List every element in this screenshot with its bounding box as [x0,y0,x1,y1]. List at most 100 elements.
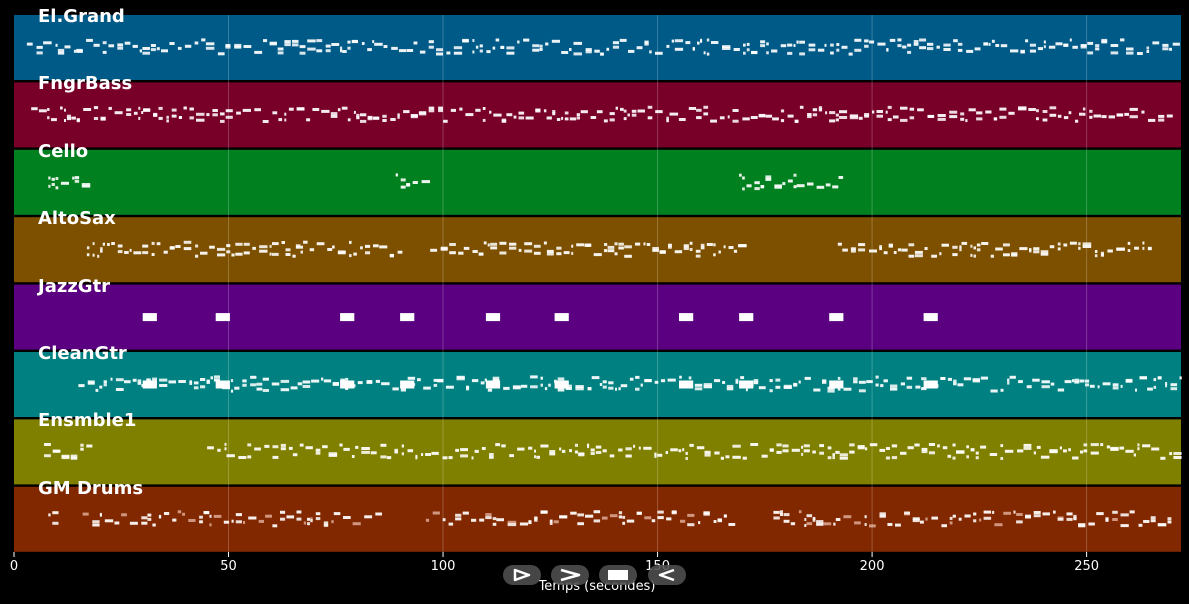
note [1139,376,1147,380]
note [546,116,552,120]
note [640,383,643,387]
note-block [400,313,415,322]
note [1069,241,1077,245]
note [256,382,263,386]
note [431,451,439,455]
note [726,384,734,388]
note [524,242,533,246]
note [671,511,677,515]
note-block [739,313,754,322]
note [333,512,341,516]
note [970,448,975,452]
note [713,520,717,523]
note [591,376,600,380]
note [220,119,225,123]
note [493,113,502,117]
note [44,443,51,446]
note [288,446,293,450]
note [976,117,983,121]
note [124,41,131,45]
note [848,52,853,56]
note [804,524,807,527]
track-label: CleanGtr [38,343,127,364]
note [827,389,835,393]
note [76,118,80,122]
note [983,42,988,46]
note [242,379,247,383]
note [217,247,226,251]
note [107,243,110,246]
forward-button[interactable] [551,565,589,585]
note [864,114,870,118]
note [300,250,303,254]
note [1112,386,1119,390]
note [471,518,477,522]
note [1105,517,1109,521]
note [535,109,541,113]
note [879,448,886,452]
note [540,444,549,448]
note [124,251,129,254]
note [622,521,626,525]
note [858,389,866,393]
note [1000,44,1008,48]
rewind-button[interactable] [648,565,686,585]
note [355,445,359,449]
note [624,254,632,258]
note [837,242,842,246]
note [787,114,794,118]
note [654,454,657,458]
note [1048,45,1056,49]
note [668,245,672,249]
note [807,182,814,186]
note [379,245,388,249]
note [812,113,818,117]
note [655,51,663,55]
note [1116,113,1124,117]
note [607,249,615,253]
note [990,389,998,393]
note [108,44,115,48]
note [392,387,399,391]
note [1057,242,1061,246]
note [909,107,915,111]
play-button[interactable] [503,565,541,585]
note [604,243,608,246]
note [742,187,745,191]
note [783,513,790,517]
note [1137,52,1143,55]
note [540,376,543,380]
note [988,42,991,46]
note [532,48,540,52]
note [549,519,553,523]
note [1142,444,1151,448]
note [830,51,834,55]
note [927,42,934,46]
note [995,247,1003,251]
note [1078,523,1086,527]
note [766,42,769,46]
note [920,520,924,524]
note [1157,376,1162,380]
note [907,50,912,54]
note [1105,518,1109,522]
note [906,376,913,380]
track-label: Ensmble1 [38,410,137,432]
note [835,518,841,521]
note [733,48,740,51]
note [683,247,689,250]
stop-button[interactable] [599,565,637,585]
note [587,387,592,391]
note [226,244,231,248]
note [1063,43,1069,47]
note [446,51,451,55]
note [1026,385,1032,389]
note [485,516,492,520]
note [280,443,286,447]
note [1033,511,1041,514]
note [1072,45,1078,49]
note [565,387,572,390]
note [961,241,968,245]
note [746,48,750,52]
